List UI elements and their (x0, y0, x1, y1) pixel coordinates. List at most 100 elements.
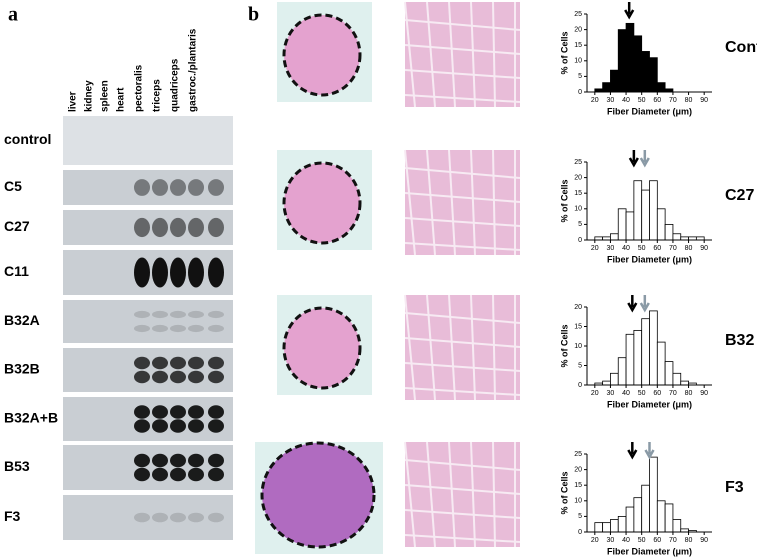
y-tick-label: 5 (578, 221, 582, 228)
band (208, 419, 224, 433)
band (208, 405, 224, 419)
band (170, 467, 186, 482)
bar (672, 372, 682, 386)
band (188, 405, 204, 419)
fiber-border (404, 459, 521, 471)
arrow (627, 442, 638, 460)
bar (656, 82, 666, 93)
band (134, 405, 150, 419)
bar (641, 318, 650, 386)
fiber-border (404, 44, 521, 55)
bar (617, 516, 627, 533)
band (152, 356, 168, 370)
bar (610, 233, 619, 241)
band (152, 257, 168, 288)
bar (633, 329, 643, 386)
muscle-section (282, 13, 362, 97)
y-tick-label: 0 (578, 529, 582, 536)
chart-title: Control (725, 39, 757, 56)
muscle-section (282, 161, 362, 245)
arrow (639, 295, 650, 313)
blot (63, 445, 233, 490)
band (134, 512, 150, 523)
x-tick-label: 50 (638, 390, 646, 397)
band (170, 419, 186, 433)
x-tick-label: 40 (622, 245, 630, 252)
x-axis-label: Fiber Diameter (μm) (607, 546, 692, 556)
x-tick-label: 80 (685, 537, 693, 544)
x-tick-label: 60 (653, 390, 661, 397)
band (188, 179, 204, 196)
y-tick-label: 20 (574, 174, 582, 181)
x-tick-label: 20 (591, 537, 599, 544)
bar (610, 69, 619, 93)
bar (656, 500, 666, 533)
muscle-section (282, 306, 362, 390)
panel-letter: a (8, 4, 18, 26)
band (208, 324, 224, 333)
fiber-border (426, 294, 436, 401)
bar (625, 211, 635, 241)
x-tick-label: 60 (653, 245, 661, 252)
x-tick-label: 40 (622, 537, 630, 544)
fiber-border (448, 149, 456, 256)
band (188, 356, 204, 370)
bar (610, 372, 619, 386)
band (134, 257, 150, 288)
bar (680, 380, 689, 386)
bar (641, 484, 650, 533)
chart-title: C27 (725, 187, 754, 204)
band (152, 419, 168, 433)
y-axis-label: % of Cells (559, 31, 569, 74)
fiber-border (404, 69, 521, 79)
x-tick-label: 30 (607, 537, 615, 544)
band (170, 453, 186, 468)
x-tick-label: 30 (607, 97, 615, 104)
x-tick-label: 20 (591, 97, 599, 104)
band (188, 324, 204, 333)
y-tick-label: 25 (574, 159, 582, 166)
band (134, 370, 150, 384)
line-label: B53 (4, 458, 30, 474)
x-tick-label: 70 (669, 245, 677, 252)
y-tick-label: 25 (574, 451, 582, 458)
line-label: C11 (4, 263, 29, 279)
bar (633, 180, 643, 241)
band (188, 310, 204, 319)
arrow (627, 295, 638, 313)
fiber-border (448, 1, 456, 108)
panel-letter: b (248, 4, 259, 26)
band (188, 419, 204, 433)
band (208, 356, 224, 370)
tissue-label: kidney (84, 80, 95, 112)
bar (656, 341, 666, 386)
fiber-border (492, 1, 496, 108)
y-tick-label: 0 (578, 382, 582, 389)
bar (625, 22, 635, 93)
band (170, 405, 186, 419)
x-tick-label: 90 (700, 390, 708, 397)
bar (641, 51, 650, 93)
x-tick-label: 80 (685, 97, 693, 104)
x-tick-label: 70 (669, 537, 677, 544)
y-axis-label: % of Cells (559, 324, 569, 367)
x-tick-label: 30 (607, 245, 615, 252)
tissue-label: heart (116, 87, 127, 112)
tissue-label: spleen (100, 80, 111, 112)
tissue-label: quadriceps (170, 58, 181, 112)
arrow (628, 150, 639, 168)
x-tick-label: 60 (653, 97, 661, 104)
fiber-border (404, 509, 521, 519)
tissue-label: pectoralis (134, 64, 145, 112)
x-tick-label: 80 (685, 245, 693, 252)
band (170, 324, 186, 333)
band (208, 257, 224, 288)
bar (641, 189, 650, 241)
y-tick-label: 5 (578, 513, 582, 520)
bar (625, 506, 635, 533)
band (188, 467, 204, 482)
y-tick-label: 5 (578, 73, 582, 80)
band (152, 217, 168, 238)
band (152, 405, 168, 419)
